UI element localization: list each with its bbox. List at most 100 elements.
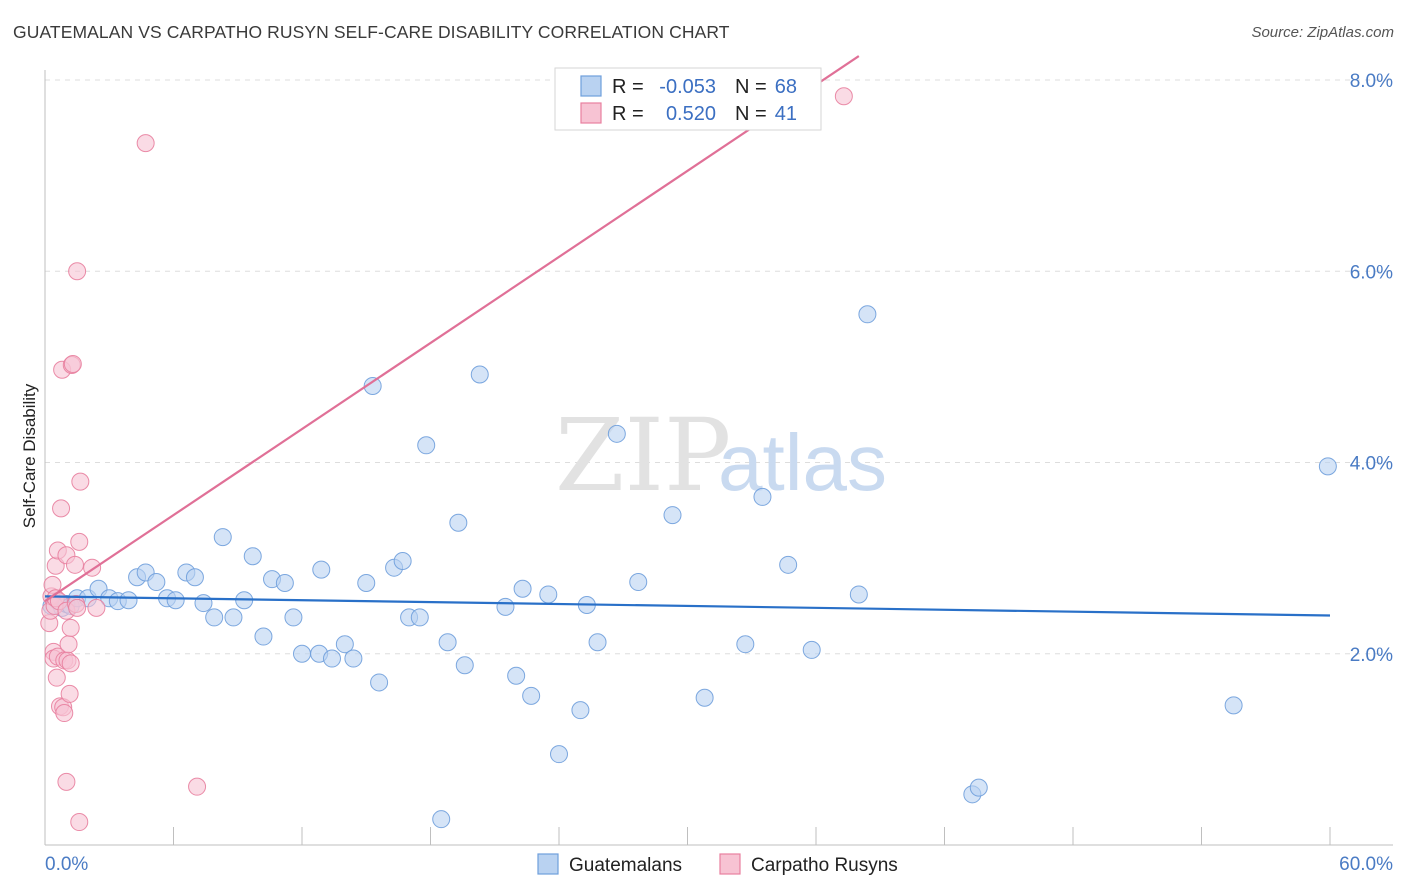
tick-layer: 2.0% 4.0% 6.0% 8.0% 0.0% 60.0%: [45, 71, 1393, 875]
stat-r-label-1: R =: [612, 76, 644, 98]
stat-swatch-blue: [580, 75, 602, 97]
point-guatemalans-52: [550, 745, 568, 764]
point-guatemalans-34: [357, 573, 376, 592]
point-guatemalans-35: [363, 377, 382, 395]
point-carpatho-rusyns-34: [70, 532, 89, 551]
point-guatemalans-44: [449, 513, 468, 532]
point-guatemalans-59: [695, 688, 714, 707]
point-guatemalans-32: [335, 635, 354, 654]
y-tick-label-0: 2.0%: [1350, 645, 1393, 666]
point-carpatho-rusyns-33: [70, 813, 89, 832]
point-guatemalans-36: [370, 673, 389, 692]
point-guatemalans-68: [1224, 696, 1243, 715]
point-carpatho-rusyns-38: [136, 134, 155, 153]
point-carpatho-rusyns-32: [68, 598, 87, 617]
point-guatemalans-48: [507, 666, 526, 685]
point-guatemalans-49: [513, 579, 532, 598]
point-guatemalans-67: [969, 778, 988, 797]
point-carpatho-rusyns-26: [61, 654, 80, 673]
stat-r-value-2: 0.520: [666, 103, 716, 125]
y-tick-label-2: 6.0%: [1350, 262, 1393, 283]
series-legend: Guatemalans Carpatho Rusyns: [537, 853, 898, 876]
point-carpatho-rusyns-29: [65, 555, 84, 574]
point-guatemalans-69: [1318, 457, 1337, 476]
point-guatemalans-64: [849, 585, 868, 604]
chart-title: GUATEMALAN VS CARPATHO RUSYN SELF-CARE D…: [13, 22, 730, 42]
legend-swatch-guatemalans: [537, 853, 559, 875]
point-carpatho-rusyns-25: [61, 618, 80, 637]
point-guatemalans-63: [802, 640, 821, 659]
point-guatemalans-43: [438, 633, 457, 652]
point-guatemalans-13: [147, 573, 166, 592]
point-guatemalans-23: [243, 547, 262, 566]
point-guatemalans-21: [224, 608, 243, 627]
stat-n-label-2: N =: [735, 103, 767, 125]
stat-legend: R = -0.053 N = 68 R = 0.520 N = 41: [554, 67, 822, 131]
y-tick-label-3: 8.0%: [1350, 71, 1393, 92]
stat-r-label-2: R =: [612, 103, 644, 125]
legend-label-carpatho-rusyns: Carpatho Rusyns: [751, 855, 898, 876]
grid-layer: [45, 79, 1393, 655]
point-guatemalans-56: [607, 424, 626, 443]
point-carpatho-rusyns-39: [188, 777, 207, 796]
y-tick-label-1: 4.0%: [1350, 454, 1393, 475]
point-guatemalans-57: [629, 573, 648, 592]
point-carpatho-rusyns-28: [63, 355, 82, 374]
point-guatemalans-60: [736, 635, 755, 654]
point-guatemalans-10: [119, 591, 138, 610]
point-guatemalans-40: [410, 608, 429, 627]
point-carpatho-rusyns-40: [834, 87, 853, 106]
stat-n-value-2: 41: [775, 103, 797, 125]
axes-layer: [44, 70, 1393, 846]
point-carpatho-rusyns-18: [55, 704, 74, 723]
point-guatemalans-47: [496, 597, 515, 616]
point-guatemalans-17: [185, 568, 204, 587]
stat-n-label-1: N =: [735, 76, 767, 98]
point-guatemalans-30: [312, 560, 331, 579]
points-layer: [40, 87, 1337, 832]
point-guatemalans-55: [588, 633, 607, 652]
point-guatemalans-18: [194, 594, 213, 613]
x-tick-label-1: 60.0%: [1339, 854, 1393, 875]
trend-line-guatemalans: [44, 595, 1331, 617]
point-guatemalans-28: [293, 644, 311, 663]
point-guatemalans-38: [393, 551, 412, 570]
point-carpatho-rusyns-24: [60, 684, 79, 703]
legend-swatch-carpatho-rusyns: [719, 853, 741, 875]
legend-label-guatemalans: Guatemalans: [569, 855, 682, 876]
stat-n-value-1: 68: [775, 76, 797, 98]
point-carpatho-rusyns-20: [57, 772, 76, 791]
point-guatemalans-45: [455, 656, 474, 675]
point-carpatho-rusyns-35: [71, 472, 90, 491]
source-credit: Source: ZipAtlas.com: [1251, 24, 1394, 41]
stat-swatch-pink: [580, 102, 602, 124]
point-guatemalans-61: [753, 487, 772, 506]
point-guatemalans-19: [205, 608, 224, 627]
point-guatemalans-42: [432, 810, 451, 829]
watermark-zip: ZIP: [555, 397, 731, 514]
watermark-atlas: atlas: [718, 418, 887, 507]
trend-layer: [44, 55, 1331, 617]
point-guatemalans-58: [663, 506, 682, 525]
point-carpatho-rusyns-37: [87, 598, 106, 617]
y-axis-label: Self-Care Disability: [20, 383, 39, 528]
point-carpatho-rusyns-14: [52, 499, 71, 518]
point-carpatho-rusyns-31: [68, 262, 87, 281]
point-guatemalans-65: [858, 305, 877, 324]
point-guatemalans-50: [522, 686, 541, 705]
trend-line-carpatho-rusyns: [44, 55, 860, 603]
point-carpatho-rusyns-9: [47, 668, 66, 687]
stat-r-value-1: -0.053: [659, 76, 716, 98]
point-guatemalans-33: [344, 649, 363, 668]
point-guatemalans-27: [284, 608, 303, 627]
x-tick-label-0: 0.0%: [45, 854, 88, 875]
point-guatemalans-26: [275, 573, 294, 592]
watermark: ZIP atlas: [555, 397, 887, 514]
point-guatemalans-51: [539, 585, 558, 604]
point-guatemalans-20: [213, 528, 232, 547]
point-guatemalans-53: [571, 701, 590, 720]
point-guatemalans-62: [779, 555, 798, 574]
point-guatemalans-41: [417, 436, 436, 455]
point-guatemalans-15: [166, 591, 185, 610]
